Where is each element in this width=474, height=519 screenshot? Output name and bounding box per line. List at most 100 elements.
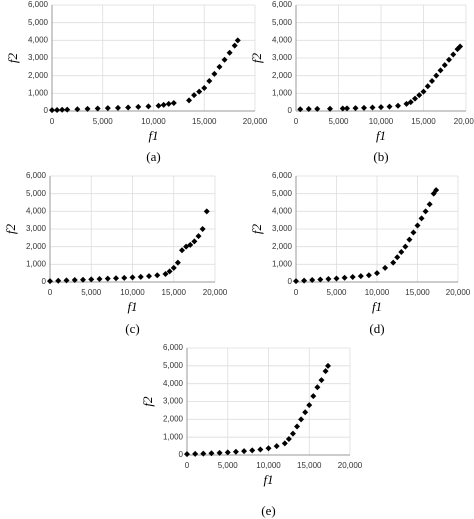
point: [289, 430, 296, 437]
y-tick-label: 1,000: [26, 259, 47, 268]
point: [170, 264, 177, 271]
x-axis-label: f1: [148, 128, 158, 143]
point: [352, 105, 359, 112]
x-tick-label: 0: [294, 117, 299, 126]
point: [429, 77, 435, 84]
point: [301, 277, 308, 284]
y-tick-label: 4,000: [28, 35, 49, 44]
y-axis-label: f2: [3, 223, 18, 234]
point: [226, 49, 233, 56]
point: [344, 105, 350, 112]
point: [49, 107, 55, 114]
point: [403, 100, 410, 107]
point: [186, 97, 193, 104]
point: [114, 104, 121, 111]
point: [216, 449, 223, 456]
point: [224, 449, 231, 456]
point: [306, 402, 313, 409]
x-tick-label: 10,000: [365, 288, 390, 297]
point: [191, 238, 198, 245]
point: [349, 274, 356, 281]
y-tick-label: 4,000: [272, 35, 293, 44]
y-tick-label: 3,000: [163, 397, 184, 406]
point: [457, 43, 464, 50]
x-tick-label: 5,000: [218, 461, 239, 470]
point: [402, 243, 409, 250]
point: [54, 106, 61, 113]
x-tick-label: 5,000: [93, 117, 114, 126]
point: [59, 106, 66, 113]
y-tick-label: 4,000: [163, 379, 184, 388]
point: [241, 448, 248, 455]
y-axis-label: f2: [5, 52, 20, 63]
point: [406, 236, 413, 243]
point: [200, 450, 207, 457]
point: [414, 222, 421, 229]
y-tick-label: 6,000: [163, 343, 184, 352]
point: [184, 451, 190, 458]
y-tick-label: 6,000: [26, 171, 47, 180]
y-tick-label: 6,000: [272, 0, 293, 9]
panel-label: (d): [369, 321, 384, 336]
point: [317, 276, 324, 283]
x-tick-label: 0: [185, 461, 190, 470]
y-tick-label: 3,000: [272, 53, 293, 62]
point: [88, 276, 95, 283]
y-tick-label: 2,000: [163, 414, 184, 423]
point: [125, 104, 132, 111]
point: [382, 264, 389, 271]
y-tick-label: 5,000: [163, 361, 184, 370]
y-tick-label: 0: [42, 277, 47, 286]
point: [398, 248, 405, 255]
x-axis-label: f1: [372, 299, 382, 314]
x-tick-label: 20,000: [243, 117, 268, 126]
x-tick-label: 15,000: [297, 461, 322, 470]
point: [104, 105, 111, 112]
point: [437, 67, 444, 74]
y-tick-label: 0: [288, 106, 293, 115]
point: [433, 187, 440, 194]
y-tick-label: 1,000: [163, 432, 184, 441]
point: [211, 70, 218, 77]
y-axis-label: f2: [249, 52, 264, 63]
point: [71, 277, 78, 284]
y-tick-label: 3,000: [26, 224, 47, 233]
y-tick-label: 3,000: [28, 53, 49, 62]
x-tick-label: 10,000: [141, 117, 166, 126]
x-tick-label: 5,000: [81, 288, 102, 297]
point: [412, 95, 418, 102]
point: [339, 105, 346, 112]
point: [195, 233, 202, 240]
point: [208, 450, 215, 457]
point: [221, 56, 228, 63]
point: [113, 275, 119, 282]
point: [426, 201, 433, 208]
point: [129, 274, 136, 281]
point: [174, 259, 181, 266]
point: [80, 276, 86, 283]
y-tick-label: 2,000: [272, 242, 293, 251]
point: [314, 105, 321, 112]
y-tick-label: 2,000: [26, 242, 47, 251]
y-tick-label: 2,000: [272, 71, 293, 80]
point: [407, 99, 414, 106]
y-tick-label: 6,000: [272, 171, 293, 180]
point: [206, 77, 213, 84]
point: [166, 268, 173, 275]
y-tick-label: 5,000: [272, 189, 293, 198]
x-tick-label: 10,000: [120, 288, 145, 297]
point: [327, 105, 333, 112]
point: [441, 62, 448, 69]
point: [325, 275, 332, 282]
x-tick-label: 20,000: [446, 288, 471, 297]
x-tick-label: 15,000: [405, 288, 430, 297]
point: [196, 88, 203, 95]
panel-label: (b): [373, 149, 388, 164]
point: [394, 254, 401, 261]
point: [94, 105, 101, 112]
point: [314, 384, 321, 391]
point: [232, 448, 239, 455]
point: [322, 368, 329, 375]
y-tick-label: 0: [288, 277, 293, 286]
